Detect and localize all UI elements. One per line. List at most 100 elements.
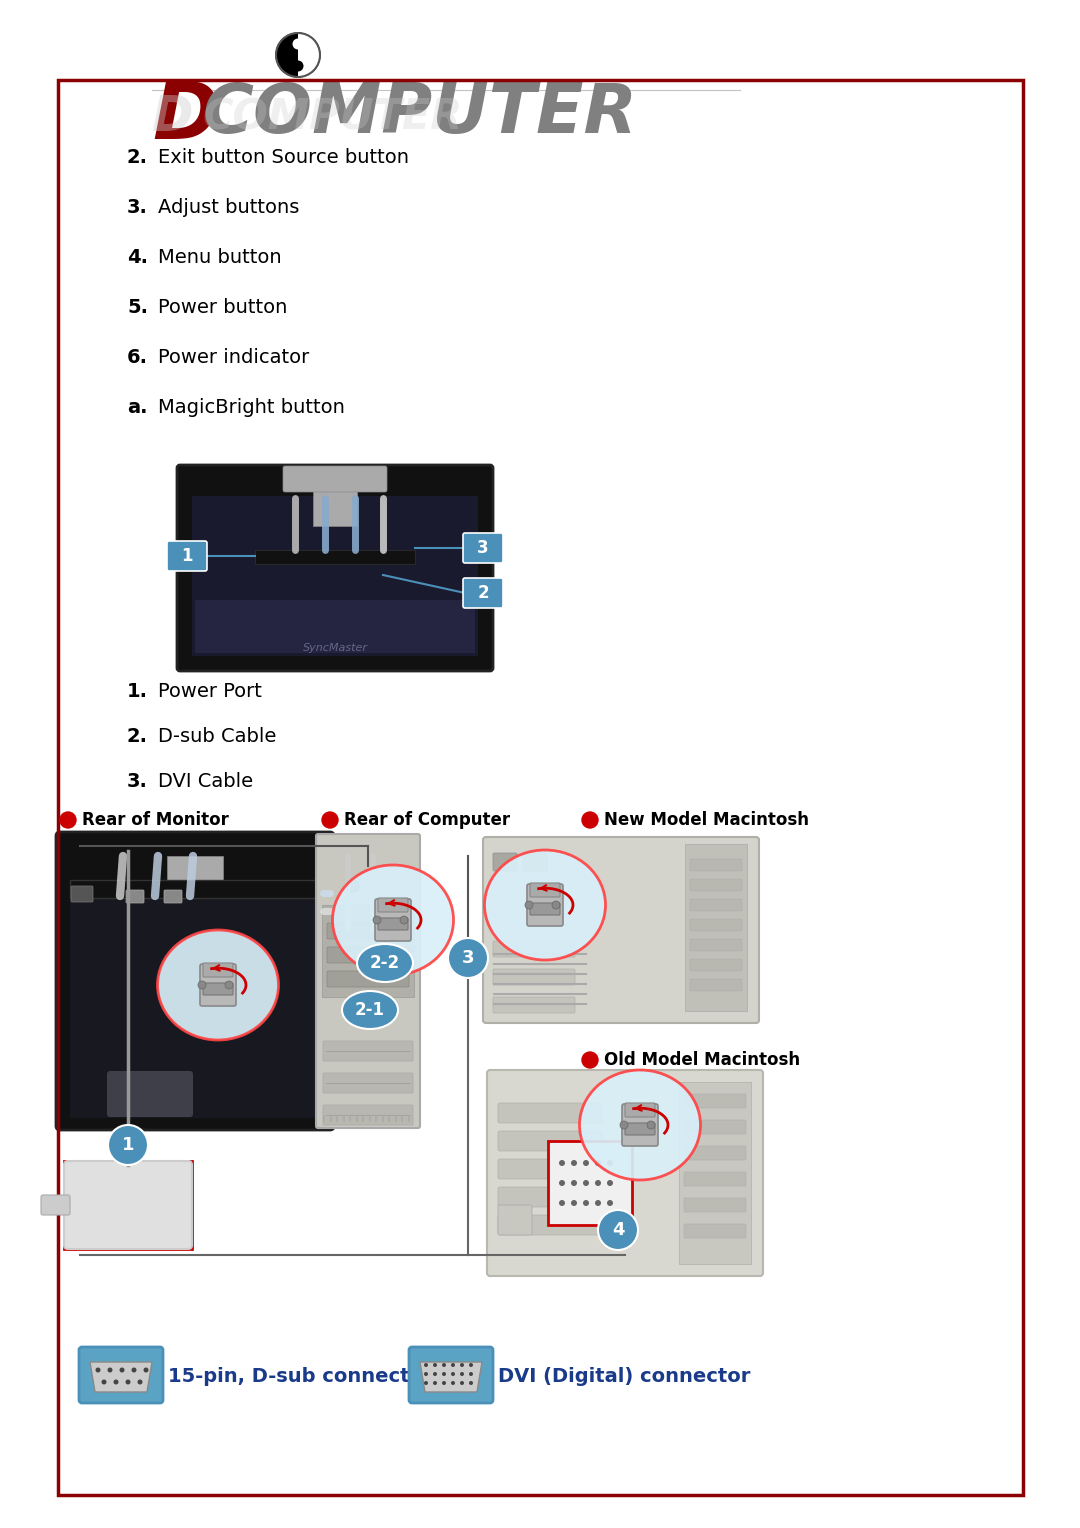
Ellipse shape	[333, 865, 454, 975]
Circle shape	[108, 1125, 148, 1164]
Polygon shape	[90, 1361, 152, 1392]
Text: Power Port: Power Port	[158, 681, 261, 701]
Text: MagicBright button: MagicBright button	[158, 397, 345, 417]
Circle shape	[595, 1160, 600, 1166]
Circle shape	[137, 1380, 143, 1384]
Circle shape	[571, 1160, 577, 1166]
FancyBboxPatch shape	[498, 1215, 602, 1235]
FancyBboxPatch shape	[164, 889, 183, 903]
FancyBboxPatch shape	[167, 541, 207, 571]
FancyBboxPatch shape	[498, 1103, 602, 1123]
Text: 2-1: 2-1	[355, 1001, 384, 1019]
Text: 1: 1	[122, 1135, 134, 1154]
Circle shape	[424, 1372, 428, 1377]
Text: 15-pin, D-sub connector: 15-pin, D-sub connector	[168, 1366, 433, 1386]
Circle shape	[607, 1160, 613, 1166]
Circle shape	[582, 811, 598, 828]
Text: 1: 1	[181, 547, 192, 565]
Circle shape	[120, 1368, 124, 1372]
FancyBboxPatch shape	[316, 834, 420, 1128]
FancyBboxPatch shape	[322, 905, 414, 996]
Text: 1.: 1.	[127, 681, 148, 701]
FancyBboxPatch shape	[203, 963, 233, 976]
Circle shape	[322, 811, 338, 828]
FancyBboxPatch shape	[71, 886, 93, 902]
Circle shape	[293, 38, 303, 49]
Text: 5.: 5.	[127, 298, 148, 316]
FancyBboxPatch shape	[625, 1123, 654, 1135]
Text: Rear of Computer: Rear of Computer	[345, 811, 510, 830]
FancyBboxPatch shape	[690, 940, 742, 950]
Circle shape	[559, 1160, 565, 1166]
Circle shape	[373, 915, 381, 924]
Circle shape	[469, 1363, 473, 1368]
Circle shape	[647, 1122, 654, 1129]
Circle shape	[451, 1363, 455, 1368]
Circle shape	[442, 1372, 446, 1377]
FancyBboxPatch shape	[41, 1195, 70, 1215]
Circle shape	[433, 1381, 437, 1384]
Text: COMPUTER: COMPUTER	[202, 79, 637, 147]
Text: COMPUTER: COMPUTER	[202, 96, 462, 138]
Circle shape	[460, 1363, 464, 1368]
FancyBboxPatch shape	[690, 960, 742, 970]
Circle shape	[595, 1199, 600, 1206]
Text: 4: 4	[611, 1221, 624, 1239]
FancyBboxPatch shape	[327, 970, 409, 987]
FancyBboxPatch shape	[498, 1187, 602, 1207]
Circle shape	[559, 1199, 565, 1206]
FancyBboxPatch shape	[177, 465, 492, 671]
FancyBboxPatch shape	[492, 996, 575, 1013]
FancyBboxPatch shape	[192, 497, 478, 656]
FancyBboxPatch shape	[684, 1094, 746, 1108]
Circle shape	[95, 1368, 100, 1372]
Text: 4.: 4.	[127, 248, 148, 267]
FancyBboxPatch shape	[530, 883, 561, 897]
Circle shape	[582, 1051, 598, 1068]
FancyBboxPatch shape	[323, 1105, 413, 1125]
FancyBboxPatch shape	[498, 1206, 532, 1235]
FancyBboxPatch shape	[684, 1224, 746, 1238]
Text: D: D	[152, 78, 219, 156]
FancyBboxPatch shape	[523, 853, 546, 871]
Ellipse shape	[342, 992, 399, 1028]
Text: 3.: 3.	[127, 772, 148, 792]
Circle shape	[433, 1372, 437, 1377]
FancyBboxPatch shape	[283, 466, 387, 492]
Text: SyncMaster: SyncMaster	[302, 643, 367, 652]
Text: Old Model Macintosh: Old Model Macintosh	[604, 1051, 800, 1070]
FancyBboxPatch shape	[200, 964, 237, 1005]
Circle shape	[108, 1368, 112, 1372]
Text: Menu button: Menu button	[158, 248, 282, 267]
FancyBboxPatch shape	[79, 1348, 163, 1403]
Circle shape	[583, 1199, 589, 1206]
FancyBboxPatch shape	[625, 1103, 654, 1117]
FancyBboxPatch shape	[56, 833, 334, 1131]
FancyBboxPatch shape	[498, 1160, 602, 1180]
Circle shape	[451, 1381, 455, 1384]
Ellipse shape	[158, 931, 279, 1041]
Wedge shape	[298, 34, 320, 76]
Text: 2.: 2.	[127, 727, 148, 746]
FancyBboxPatch shape	[327, 947, 409, 963]
FancyBboxPatch shape	[70, 888, 320, 1118]
FancyBboxPatch shape	[679, 1082, 751, 1264]
Circle shape	[451, 1372, 455, 1377]
FancyBboxPatch shape	[323, 1073, 413, 1093]
FancyBboxPatch shape	[684, 1198, 746, 1212]
Circle shape	[571, 1199, 577, 1206]
FancyBboxPatch shape	[690, 859, 742, 871]
Circle shape	[102, 1380, 107, 1384]
FancyBboxPatch shape	[378, 918, 408, 931]
Text: Adjust buttons: Adjust buttons	[158, 199, 299, 217]
FancyBboxPatch shape	[107, 1071, 193, 1117]
Ellipse shape	[485, 850, 606, 960]
FancyBboxPatch shape	[463, 578, 503, 608]
Circle shape	[442, 1363, 446, 1368]
FancyBboxPatch shape	[530, 903, 561, 915]
Circle shape	[400, 915, 408, 924]
FancyBboxPatch shape	[70, 880, 320, 898]
FancyBboxPatch shape	[690, 898, 742, 911]
Circle shape	[442, 1381, 446, 1384]
FancyBboxPatch shape	[327, 923, 409, 940]
